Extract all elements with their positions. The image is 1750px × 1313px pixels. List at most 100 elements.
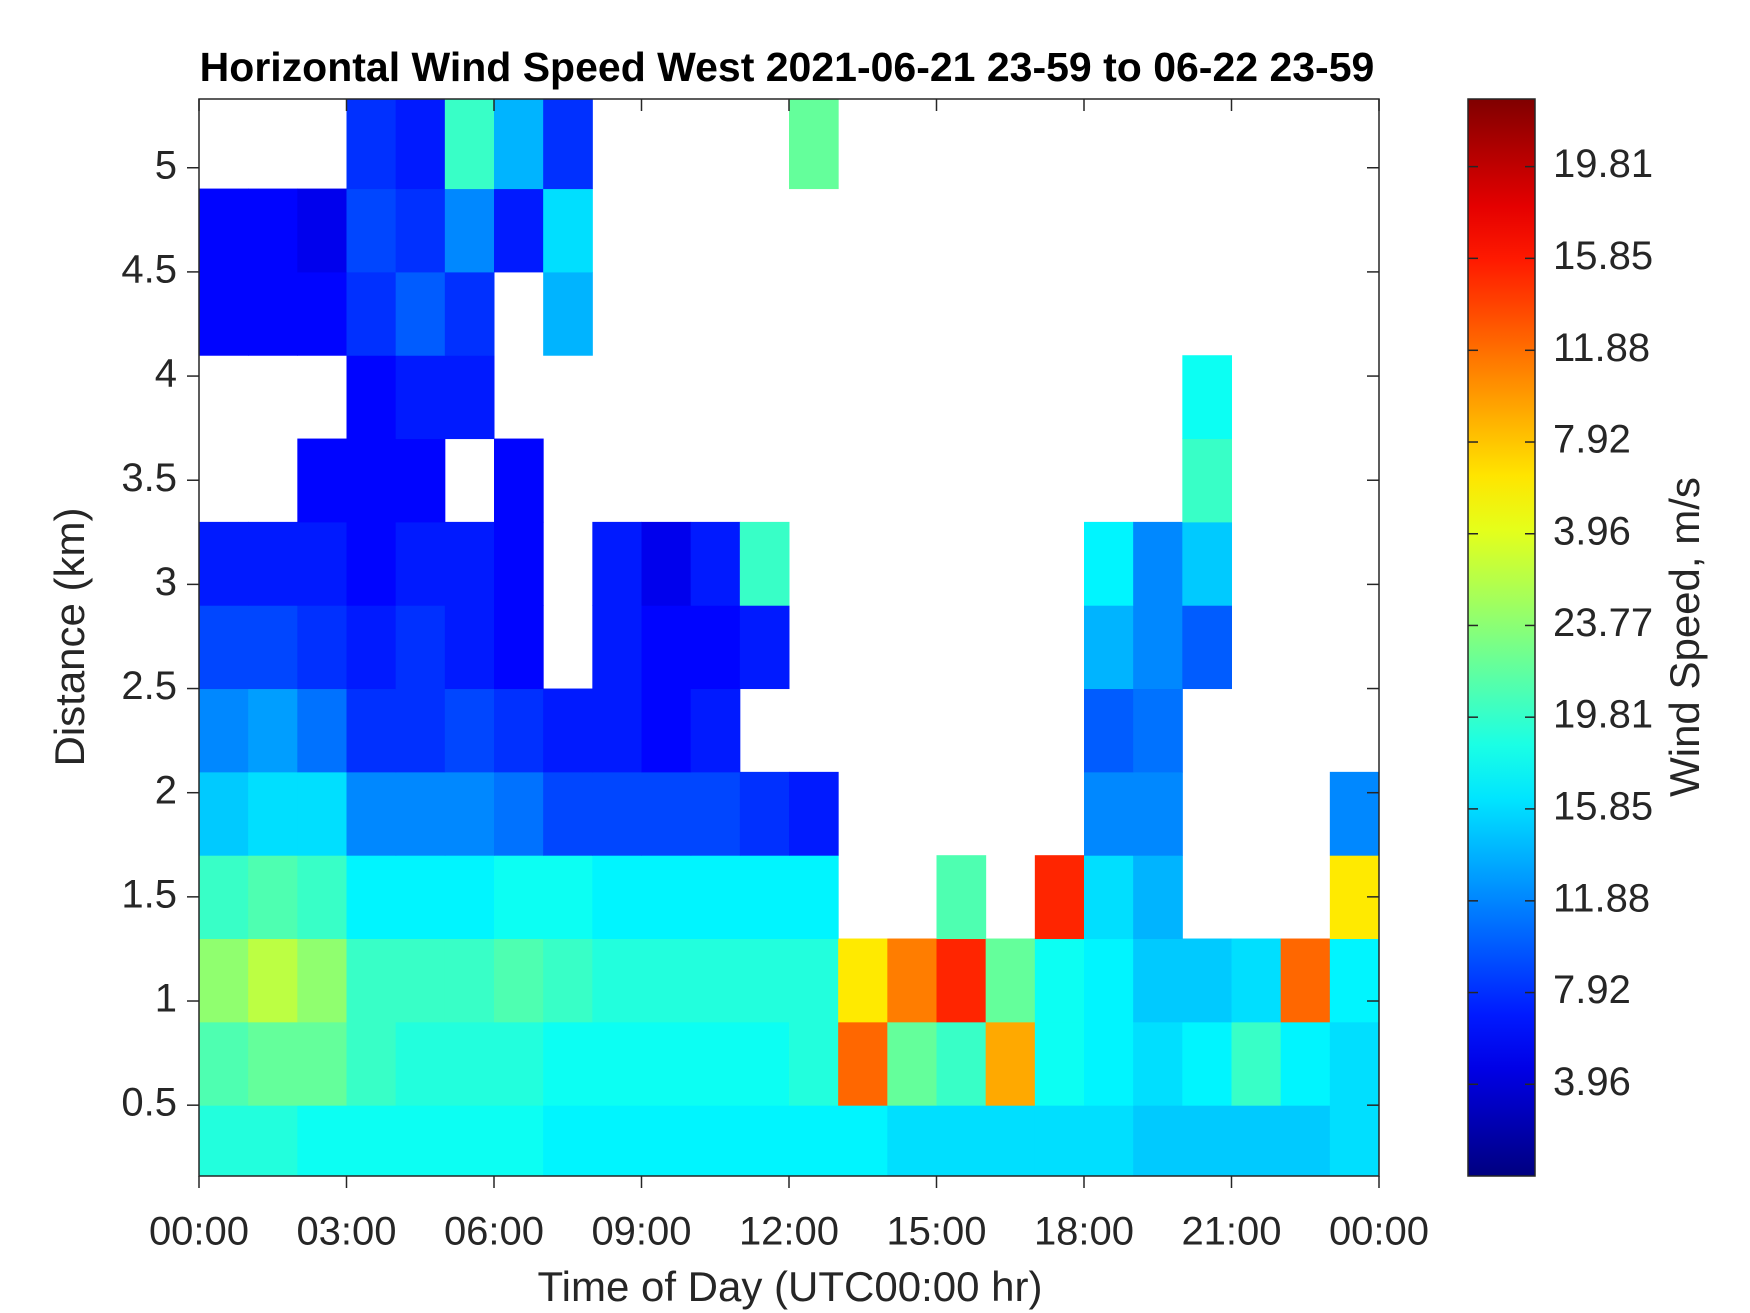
heatmap-cell: [1133, 855, 1183, 940]
heatmap-cell: [1084, 938, 1134, 1023]
chart-title: Horizontal Wind Speed West 2021-06-21 23…: [200, 44, 1375, 90]
heatmap-cell: [592, 855, 642, 940]
heatmap-cell: [985, 938, 1036, 1023]
heatmap-cell: [690, 938, 741, 1023]
heatmap-cell: [592, 688, 642, 773]
colorbar-tick-label: 7.92: [1553, 418, 1631, 462]
heatmap-cell: [641, 1021, 692, 1106]
heatmap-cell: [543, 271, 593, 356]
heatmap-cell: [1133, 938, 1183, 1023]
heatmap-cell: [739, 938, 790, 1023]
heatmap-cell: [346, 1105, 397, 1177]
colorbar-tick-label: 19.81: [1553, 142, 1653, 186]
heatmap-cell: [444, 271, 495, 356]
heatmap-cell: [444, 99, 495, 190]
heatmap-cell: [199, 688, 249, 773]
heatmap-cell: [1084, 1105, 1134, 1177]
heatmap-cell: [248, 855, 298, 940]
heatmap-cell: [395, 188, 446, 273]
heatmap-cell: [494, 855, 544, 940]
heatmap-cell: [297, 521, 347, 606]
heatmap-cell: [1084, 605, 1134, 690]
heatmap-cell: [494, 938, 544, 1023]
heatmap-cell: [248, 271, 298, 356]
heatmap-cell: [199, 188, 249, 273]
colorbar-tick-label: 7.92: [1553, 968, 1631, 1012]
heatmap-cell: [690, 1021, 741, 1106]
heatmap-cell: [346, 605, 397, 690]
heatmap-cell: [248, 1021, 298, 1106]
heatmap-cell: [444, 1105, 495, 1177]
heatmap-cell: [1084, 771, 1134, 856]
heatmap-cell: [1231, 938, 1282, 1023]
heatmap-cell: [690, 521, 741, 606]
y-tick-label: 2.5: [121, 664, 177, 708]
x-tick-label: 18:00: [1034, 1210, 1134, 1254]
x-tick-label: 21:00: [1181, 1210, 1281, 1254]
heatmap-cell: [1182, 521, 1232, 606]
heatmap-cell: [395, 438, 446, 523]
colorbar-tick-label: 15.85: [1553, 234, 1653, 278]
heatmap-cell: [641, 521, 692, 606]
heatmap-cell: [1280, 1021, 1331, 1106]
heatmap-cell: [199, 521, 249, 606]
x-tick-label: 03:00: [296, 1210, 396, 1254]
colorbar-tick-label: 11.88: [1553, 326, 1650, 370]
heatmap-cell: [346, 688, 397, 773]
colorbar: [1467, 98, 1536, 1177]
heatmap-cell: [395, 355, 446, 440]
x-tick-label: 09:00: [591, 1210, 691, 1254]
heatmap-cell: [592, 1021, 642, 1106]
heatmap-cell: [199, 938, 249, 1023]
heatmap-cell: [1231, 1021, 1282, 1106]
heatmap-cell: [1034, 938, 1085, 1023]
heatmap-cell: [248, 771, 298, 856]
heatmap-cell: [297, 605, 347, 690]
heatmap-cell: [690, 1105, 741, 1177]
heatmap-cell: [838, 1105, 888, 1177]
heatmap-cell: [494, 521, 544, 606]
heatmap-cell: [789, 1105, 839, 1177]
heatmap-cell: [1133, 1021, 1183, 1106]
heatmap-cell: [199, 855, 249, 940]
heatmap-cell: [199, 605, 249, 690]
heatmap-cell: [346, 438, 397, 523]
heatmap-cell: [346, 771, 397, 856]
heatmap-cell: [838, 938, 888, 1023]
y-tick-label: 3.5: [121, 456, 177, 500]
heatmap-cell: [1133, 1105, 1183, 1177]
heatmap-cell: [1034, 1021, 1085, 1106]
x-tick-label: 06:00: [444, 1210, 544, 1254]
heatmap-cell: [297, 188, 347, 273]
heatmap-cell: [248, 688, 298, 773]
heatmap-cell: [346, 938, 397, 1023]
heatmap-cell: [543, 771, 593, 856]
x-tick-label: 12:00: [739, 1210, 839, 1254]
heatmap-cell: [297, 1105, 347, 1177]
colorbar-tick-label: 23.77: [1553, 601, 1653, 645]
heatmap-cell: [248, 605, 298, 690]
heatmap-cell: [297, 1021, 347, 1106]
heatmap-cell: [444, 605, 495, 690]
heatmap-cell: [838, 1021, 888, 1106]
y-tick-label: 2: [155, 768, 177, 812]
heatmap-cell: [395, 1021, 446, 1106]
y-tick-label: 5: [155, 143, 177, 187]
heatmap-cell: [494, 99, 544, 190]
heatmap-cell: [543, 1021, 593, 1106]
heatmap-cell: [789, 771, 839, 856]
heatmap-cell: [199, 1105, 249, 1177]
heatmap-cell: [1231, 1105, 1282, 1177]
heatmap-cell: [248, 188, 298, 273]
heatmap-cell: [1329, 1105, 1380, 1177]
heatmap-cell: [346, 1021, 397, 1106]
y-axis-label: Distance (km): [46, 507, 93, 766]
x-tick-label: 15:00: [886, 1210, 986, 1254]
heatmap-cell: [1084, 855, 1134, 940]
heatmap-cell: [1133, 688, 1183, 773]
heatmap-cell: [739, 605, 790, 690]
y-tick-label: 0.5: [121, 1081, 177, 1125]
heatmap-cell: [346, 271, 397, 356]
heatmap-cell: [690, 855, 741, 940]
heatmap-cell: [395, 938, 446, 1023]
